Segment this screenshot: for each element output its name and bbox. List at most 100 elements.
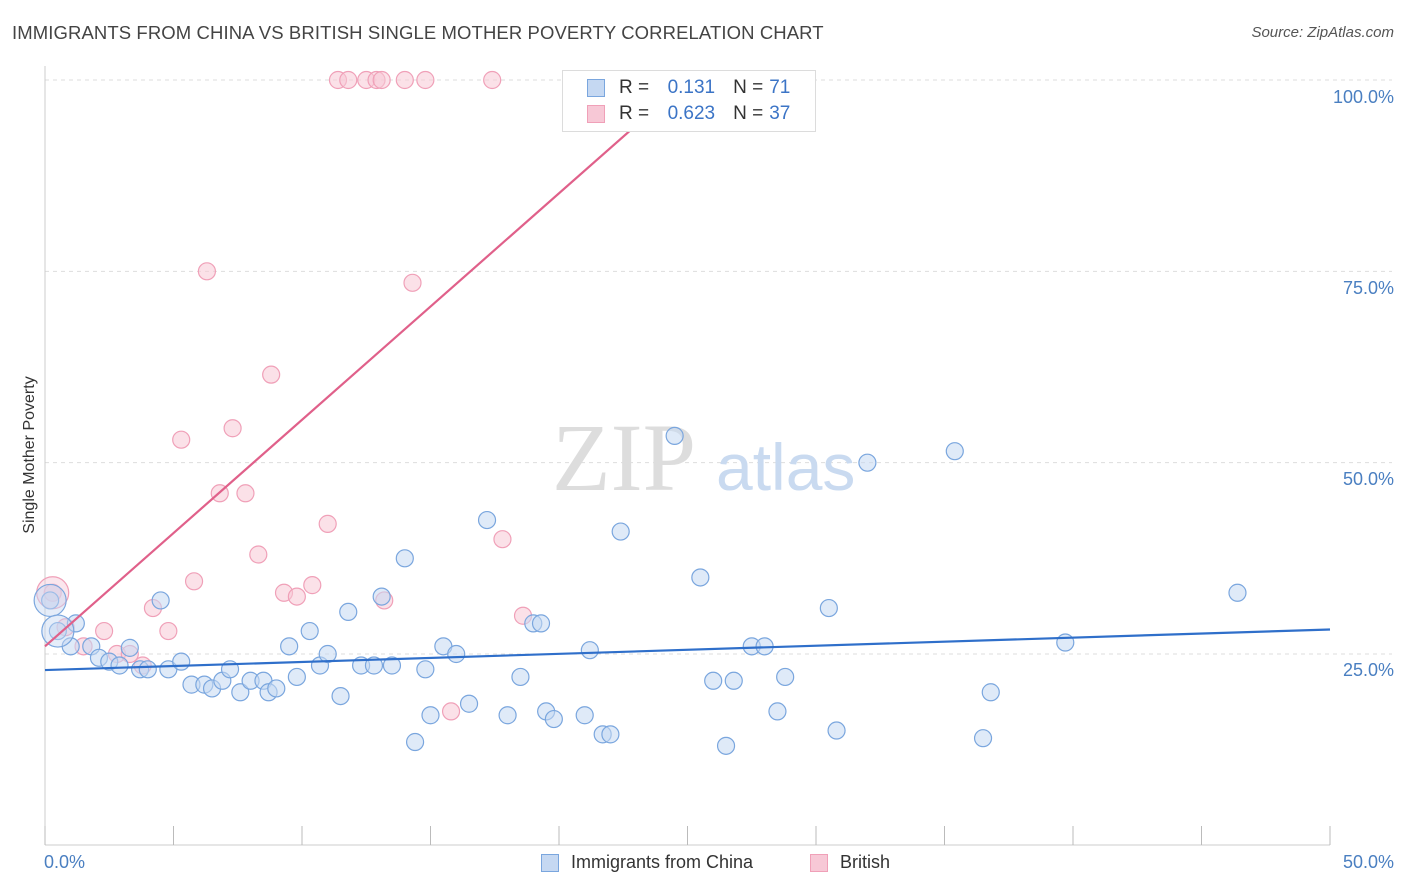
data-point (300, 621, 319, 641)
data-point (236, 484, 255, 503)
x-tick-label-min: 0.0% (44, 852, 86, 872)
y-tick-label-50: 50.0% (1342, 469, 1394, 489)
watermark-zip: ZIP (552, 404, 696, 511)
data-point-large (41, 614, 75, 648)
legend-r-label: R = (619, 77, 650, 98)
data-point (318, 514, 337, 533)
trend-line (44, 79, 689, 648)
data-point (704, 671, 723, 690)
legend-r-label: R = (619, 103, 650, 124)
data-point (223, 419, 242, 438)
gridlines (45, 79, 1392, 655)
data-point (531, 614, 551, 633)
data-point (339, 602, 358, 622)
data-point-large (33, 583, 67, 618)
data-point (280, 637, 299, 656)
data-point (665, 426, 684, 445)
data-point (249, 545, 268, 564)
legend-n-value: 37 (769, 103, 791, 124)
data-point (421, 706, 440, 725)
data-point (819, 598, 838, 618)
legend-n-label: N = (733, 77, 764, 98)
data-point (395, 70, 414, 90)
data-point (372, 587, 391, 606)
data-point (580, 641, 599, 660)
data-point (184, 572, 204, 591)
data-point (611, 522, 630, 541)
data-point (48, 621, 67, 641)
series-legend-china: Immigrants from China (541, 852, 753, 873)
legend-r-value: 0.623 (667, 103, 716, 124)
data-point (724, 671, 743, 690)
legend-n-label: N = (733, 103, 764, 124)
data-point (382, 656, 402, 675)
series-swatch-china (541, 853, 559, 872)
data-point (120, 638, 139, 657)
data-point (459, 694, 479, 713)
data-point (151, 591, 170, 610)
legend-swatch-china (587, 79, 605, 97)
data-point (498, 706, 517, 725)
series-label-china: Immigrants from China (571, 852, 754, 872)
data-point (403, 273, 422, 292)
data-point (66, 614, 85, 633)
data-point (197, 262, 217, 281)
data-point (441, 702, 461, 721)
data-point (447, 644, 466, 664)
data-point (1228, 583, 1247, 602)
data-point (405, 732, 425, 752)
legend-row-china: R = 0.131 N = 71 (587, 76, 790, 100)
data-point (138, 660, 157, 679)
data-point (95, 621, 114, 641)
series-label-british: British (840, 852, 891, 872)
data-point (691, 568, 710, 587)
x-tick-label-max: 50.0% (1342, 852, 1394, 872)
data-point (601, 725, 620, 744)
data-point (172, 652, 191, 671)
data-point (318, 644, 337, 664)
data-point (477, 510, 497, 530)
data-point (41, 591, 60, 610)
data-point (372, 70, 391, 90)
watermark-atlas: atlas (716, 430, 855, 504)
y-tick-label-100: 100.0% (1332, 87, 1394, 107)
legend-row-british: R = 0.623 N = 37 (587, 102, 790, 126)
data-point (287, 667, 306, 687)
series-legend: Immigrants from China British (0, 852, 1406, 878)
series-swatch-british (810, 853, 828, 872)
data-point (511, 667, 530, 687)
series-legend-british: British (810, 852, 890, 873)
data-point (172, 430, 191, 449)
data-point (267, 679, 286, 698)
trend-lines (44, 79, 1331, 672)
data-point (159, 621, 178, 641)
legend-n-value: 71 (769, 77, 791, 98)
data-point (981, 683, 1000, 702)
data-point (945, 442, 964, 461)
chart-title: IMMIGRANTS FROM CHINA VS BRITISH SINGLE … (12, 22, 824, 43)
data-point (287, 587, 306, 606)
axes (44, 66, 1331, 846)
data-point (575, 706, 594, 725)
stats-legend: R = 0.131 N = 71 R = 0.623 N = 37 (562, 70, 816, 132)
data-point (416, 70, 435, 90)
data-point (364, 656, 384, 675)
data-point (416, 660, 435, 679)
watermark: ZIP atlas (552, 404, 855, 511)
data-point (768, 702, 787, 721)
data-point (973, 729, 993, 748)
data-point (827, 721, 846, 740)
data-point (339, 70, 358, 90)
data-point (716, 736, 736, 755)
data-point (395, 549, 414, 568)
data-point (493, 530, 512, 549)
trend-line (44, 628, 1331, 672)
y-tick-label-75: 75.0% (1342, 278, 1394, 298)
data-point (231, 683, 250, 702)
data-point (483, 70, 502, 90)
data-point (331, 686, 350, 706)
data-point (262, 365, 281, 384)
data-point (303, 576, 322, 595)
source-label: Source: ZipAtlas.com (1251, 24, 1394, 41)
